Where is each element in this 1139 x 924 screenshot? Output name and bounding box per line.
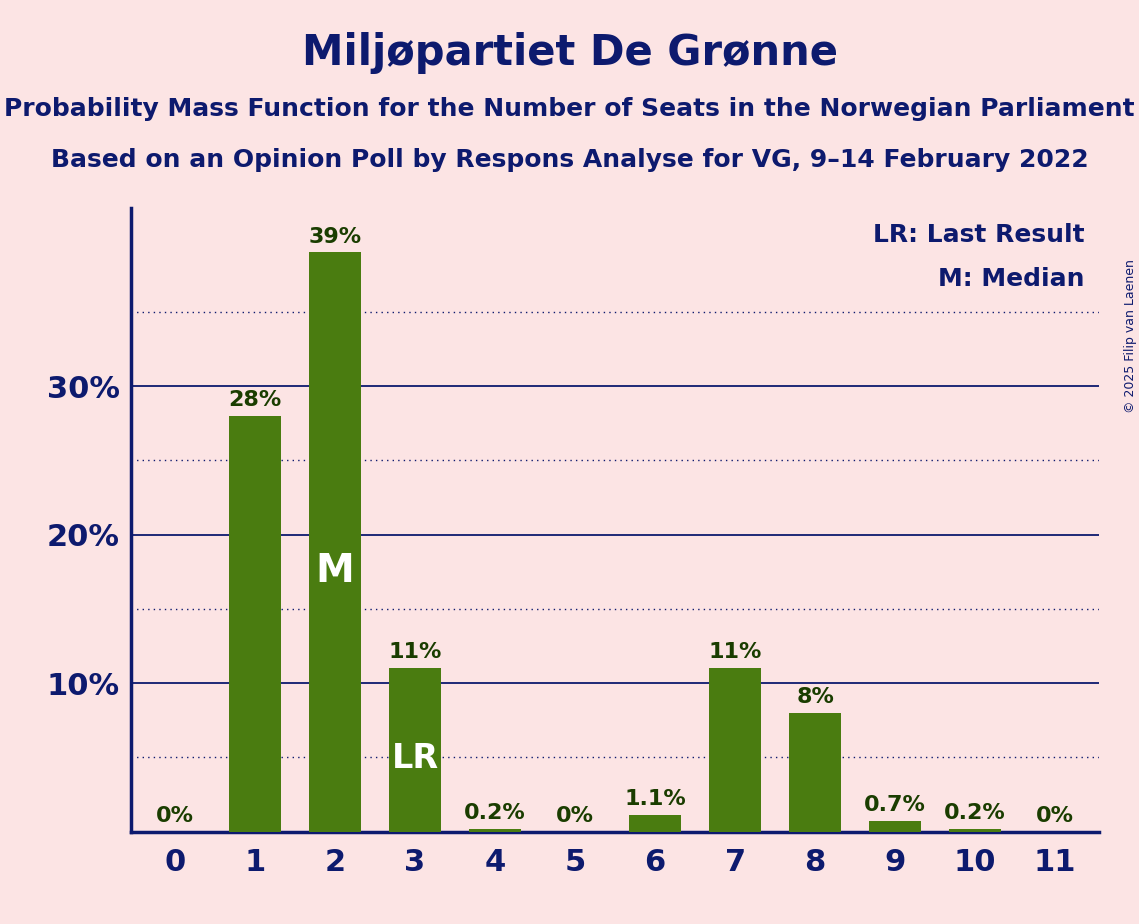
Text: M: Median: M: Median	[939, 267, 1084, 291]
Bar	[390, 668, 441, 832]
Text: Based on an Opinion Poll by Respons Analyse for VG, 9–14 February 2022: Based on an Opinion Poll by Respons Anal…	[51, 148, 1088, 172]
Bar	[229, 416, 281, 832]
Text: 8%: 8%	[796, 687, 834, 707]
Text: 0.7%: 0.7%	[865, 796, 926, 815]
Text: 28%: 28%	[229, 390, 281, 410]
Text: LR: Last Result: LR: Last Result	[872, 224, 1084, 248]
Text: LR: LR	[392, 742, 439, 774]
Bar	[949, 829, 1001, 832]
Text: Probability Mass Function for the Number of Seats in the Norwegian Parliament: Probability Mass Function for the Number…	[5, 97, 1134, 121]
Text: © 2025 Filip van Laenen: © 2025 Filip van Laenen	[1124, 259, 1137, 413]
Text: M: M	[316, 552, 354, 590]
Text: 39%: 39%	[309, 226, 361, 247]
Bar	[789, 712, 841, 832]
Text: 0.2%: 0.2%	[465, 803, 526, 822]
Text: 0.2%: 0.2%	[944, 803, 1006, 822]
Text: 11%: 11%	[708, 642, 762, 663]
Bar	[869, 821, 921, 832]
Bar	[629, 815, 681, 832]
Text: 0%: 0%	[1036, 806, 1074, 826]
Bar	[469, 829, 521, 832]
Text: Miljøpartiet De Grønne: Miljøpartiet De Grønne	[302, 32, 837, 74]
Bar	[710, 668, 761, 832]
Text: 1.1%: 1.1%	[624, 789, 686, 809]
Text: 0%: 0%	[556, 806, 595, 826]
Bar	[309, 252, 361, 832]
Text: 0%: 0%	[156, 806, 194, 826]
Text: 11%: 11%	[388, 642, 442, 663]
